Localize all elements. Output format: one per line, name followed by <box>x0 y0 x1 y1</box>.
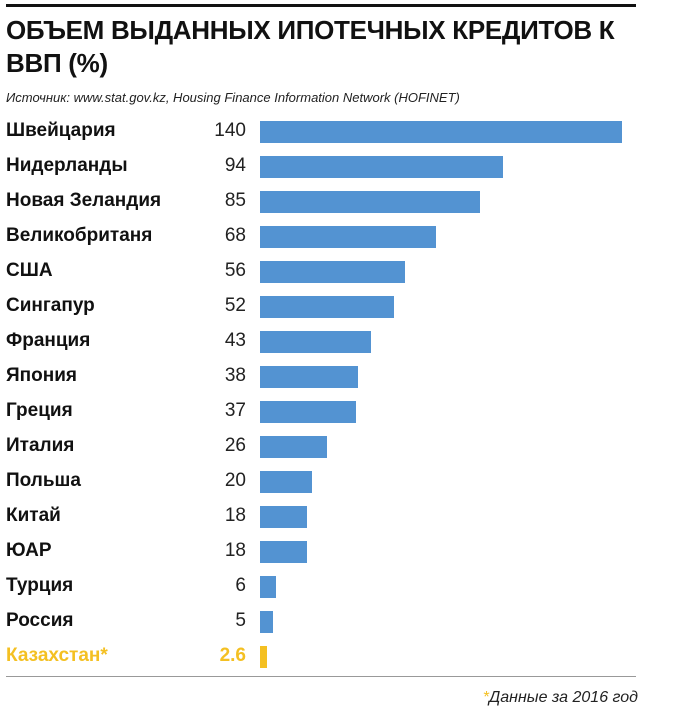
bar-row: ЮАР 18 <box>0 534 700 569</box>
category-label: Япония <box>6 365 77 386</box>
chart-title: ОБЪЕМ ВЫДАННЫХ ИПОТЕЧНЫХ КРЕДИТОВ К ВВП … <box>6 15 615 78</box>
bar-row: Греция 37 <box>0 394 700 429</box>
bar <box>260 156 504 178</box>
category-label: Франция <box>6 330 91 351</box>
value-label: 94 <box>224 155 246 176</box>
category-label: Казахстан* <box>6 645 108 666</box>
category-label: ЮАР <box>6 540 52 561</box>
bar <box>260 646 267 668</box>
category-label: Великобританя <box>6 225 153 246</box>
bar-row: Китай 18 <box>0 499 700 534</box>
value-label: 68 <box>224 225 246 246</box>
category-label: США <box>6 260 53 281</box>
bar <box>260 191 480 213</box>
value-label: 20 <box>224 470 246 491</box>
bar-row: Франция 43 <box>0 324 700 359</box>
source-note: Источник: www.stat.gov.kz, Housing Finan… <box>6 90 460 105</box>
bar <box>260 506 307 528</box>
bar-row: Япония 38 <box>0 359 700 394</box>
value-label: 26 <box>224 435 246 456</box>
value-label: 52 <box>224 295 246 316</box>
value-label: 43 <box>224 330 246 351</box>
value-label: 6 <box>235 575 246 596</box>
value-label: 56 <box>224 260 246 281</box>
category-label: Сингапур <box>6 295 95 316</box>
category-label: Турция <box>6 575 74 596</box>
bar <box>260 331 372 353</box>
bar <box>260 366 359 388</box>
bar-row: Новая Зеландия 85 <box>0 184 700 219</box>
value-label: 85 <box>224 190 246 211</box>
value-label: 37 <box>224 400 246 421</box>
value-label: 18 <box>224 540 246 561</box>
category-label: Швейцария <box>6 120 116 141</box>
value-label: 5 <box>235 610 246 631</box>
value-label: 38 <box>224 365 246 386</box>
bar <box>260 121 622 143</box>
bar <box>260 261 405 283</box>
bar-row: США 56 <box>0 254 700 289</box>
bar <box>260 471 312 493</box>
value-label: 2.6 <box>219 645 246 666</box>
bar-row: Нидерланды 94 <box>0 149 700 184</box>
bar <box>260 576 276 598</box>
bar-row: Россия 5 <box>0 604 700 639</box>
category-label: Новая Зеландия <box>6 190 162 211</box>
bar <box>260 296 395 318</box>
category-label: Нидерланды <box>6 155 128 176</box>
bar-chart: Швейцария 140 Нидерланды 94 Новая Зеландия 85… <box>0 114 700 674</box>
bar-row: Швейцария 140 <box>0 114 700 149</box>
top-rule <box>6 4 636 7</box>
bar <box>260 436 328 458</box>
category-label: Греция <box>6 400 73 421</box>
bar-row: Великобританя 68 <box>0 219 700 254</box>
bar <box>260 401 356 423</box>
value-label: 140 <box>214 120 246 141</box>
value-label: 18 <box>224 505 246 526</box>
bar-row: Турция 6 <box>0 569 700 604</box>
category-label: Польша <box>6 470 81 491</box>
category-label: Италия <box>6 435 75 456</box>
bar <box>260 541 307 563</box>
bar-row: Италия 26 <box>0 429 700 464</box>
bottom-rule <box>6 676 636 677</box>
footnote-marker: * <box>482 689 490 706</box>
bar-row: Польша 20 <box>0 464 700 499</box>
bar-row: Казахстан* 2.6 <box>0 639 700 674</box>
category-label: Китай <box>6 505 61 526</box>
category-label: Россия <box>6 610 74 631</box>
footnote: *Данные за 2016 год <box>483 689 638 707</box>
footnote-text: Данные за 2016 год <box>489 689 638 706</box>
bar-row: Сингапур 52 <box>0 289 700 324</box>
bar <box>260 226 436 248</box>
bar <box>260 611 273 633</box>
